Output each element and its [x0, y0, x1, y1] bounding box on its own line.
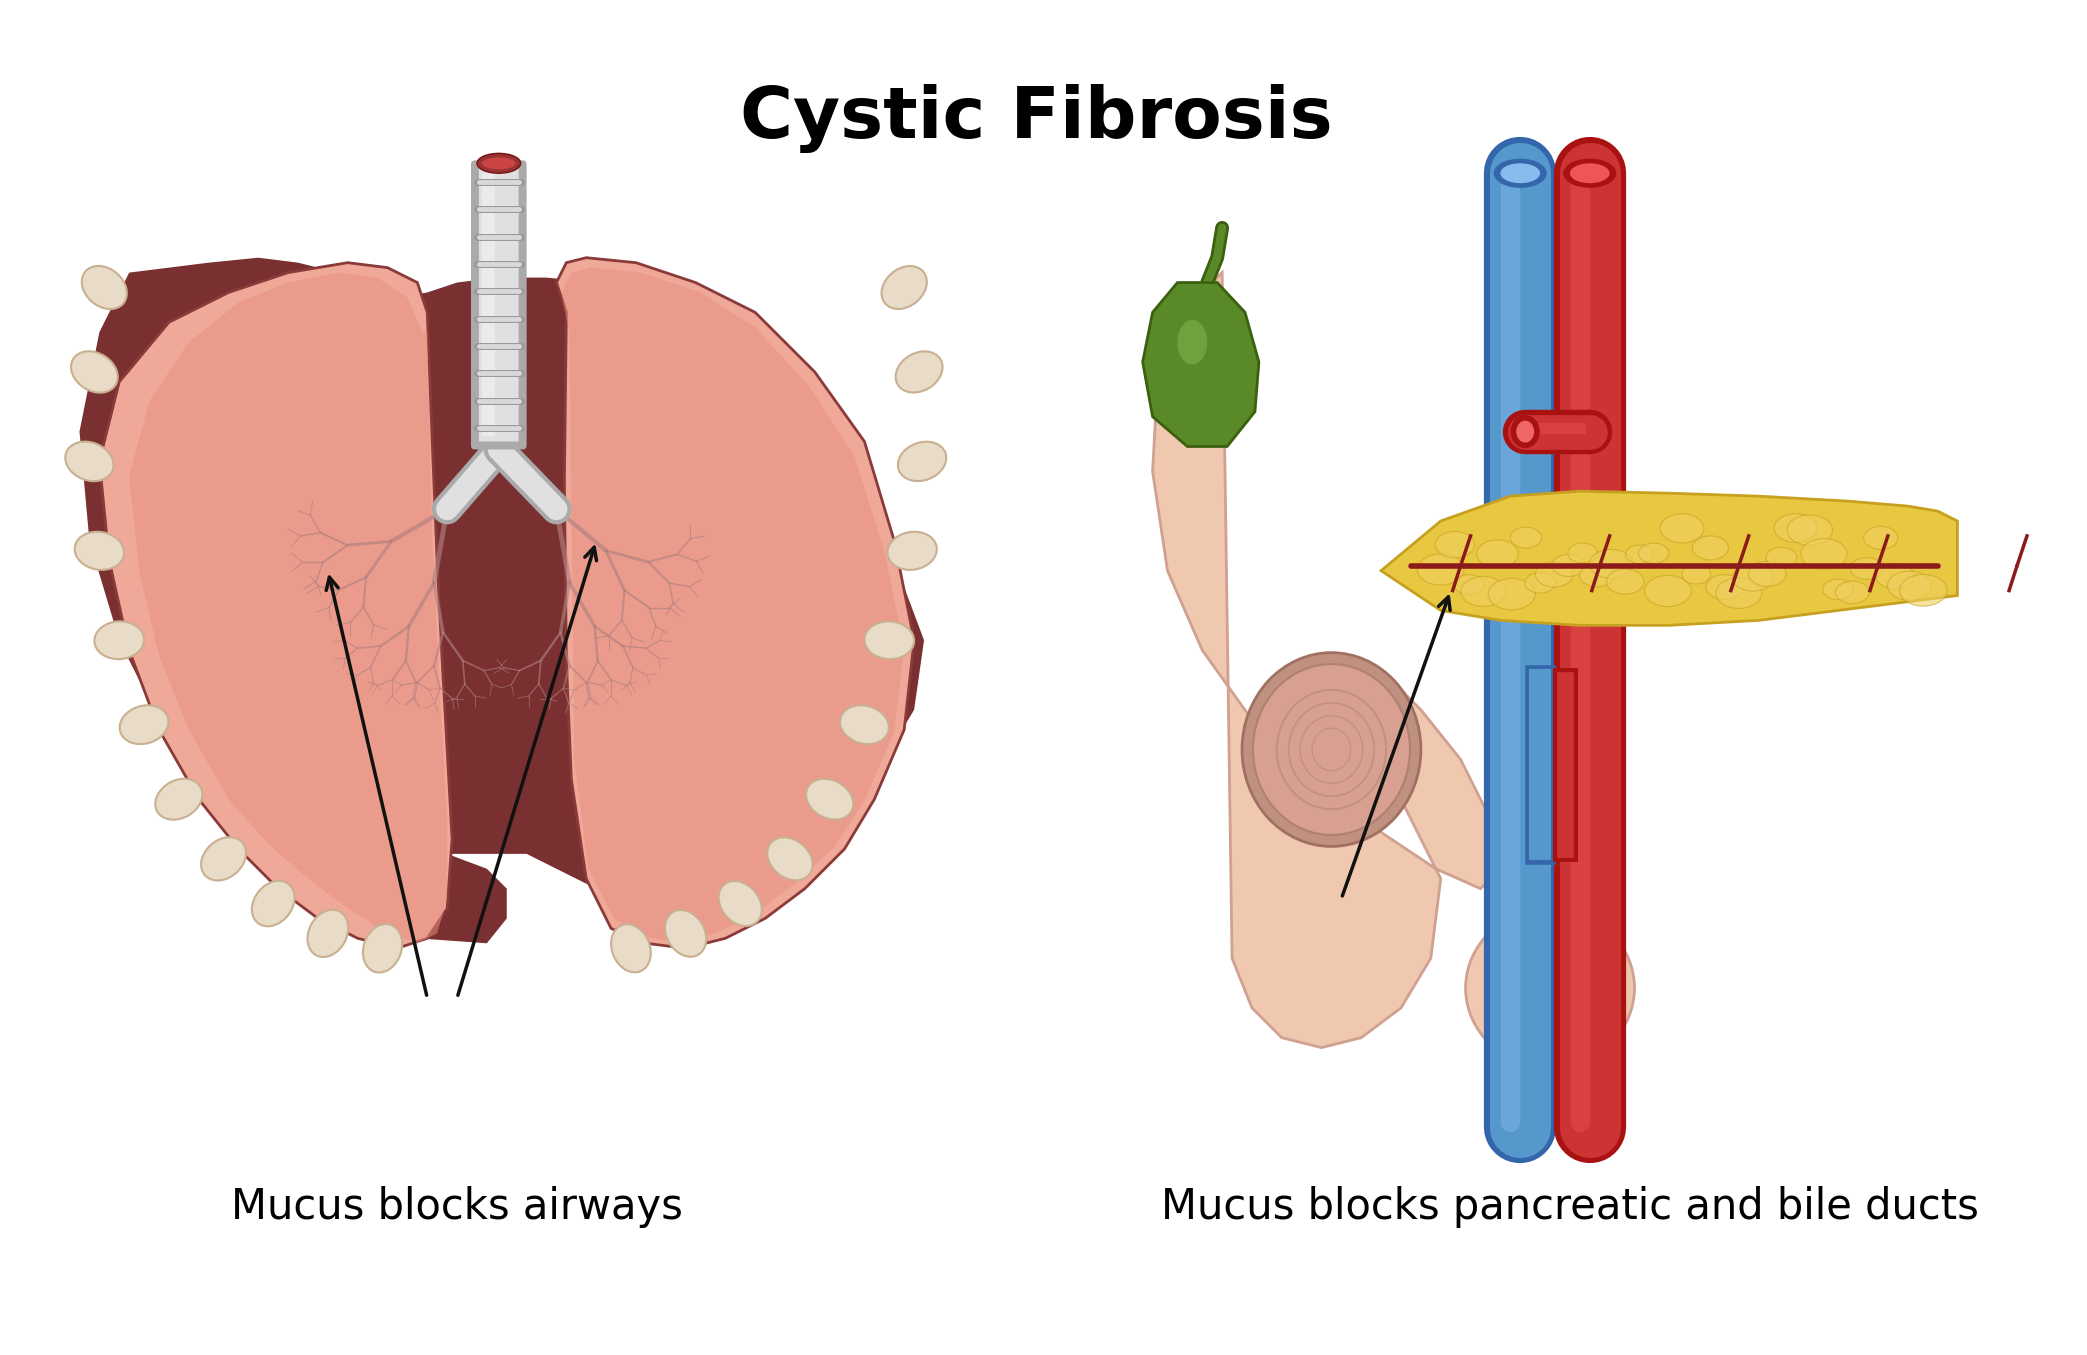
- Ellipse shape: [1590, 549, 1632, 579]
- Text: Mucus blocks pancreatic and bile ducts: Mucus blocks pancreatic and bile ducts: [1160, 1186, 1978, 1228]
- Ellipse shape: [1465, 908, 1634, 1068]
- Ellipse shape: [1786, 515, 1832, 545]
- Ellipse shape: [81, 266, 127, 309]
- Ellipse shape: [1252, 664, 1411, 835]
- Ellipse shape: [1837, 581, 1870, 603]
- Ellipse shape: [119, 705, 169, 744]
- Ellipse shape: [94, 622, 144, 659]
- Text: Cystic Fibrosis: Cystic Fibrosis: [741, 84, 1334, 153]
- Ellipse shape: [478, 153, 520, 173]
- Ellipse shape: [1626, 545, 1653, 564]
- Ellipse shape: [1511, 527, 1542, 547]
- Polygon shape: [129, 272, 447, 943]
- Ellipse shape: [363, 924, 403, 973]
- Ellipse shape: [666, 911, 705, 957]
- Polygon shape: [1382, 492, 1958, 626]
- Ellipse shape: [1659, 514, 1703, 543]
- Ellipse shape: [200, 837, 246, 881]
- Ellipse shape: [887, 531, 937, 570]
- Text: Mucus blocks airways: Mucus blocks airways: [232, 1186, 682, 1228]
- Ellipse shape: [1682, 565, 1711, 584]
- Ellipse shape: [1864, 527, 1897, 549]
- Ellipse shape: [1705, 575, 1743, 599]
- Ellipse shape: [1461, 576, 1507, 607]
- Ellipse shape: [482, 157, 515, 169]
- Ellipse shape: [864, 622, 914, 659]
- Ellipse shape: [839, 706, 889, 744]
- Ellipse shape: [1436, 531, 1476, 558]
- Ellipse shape: [1517, 420, 1534, 443]
- Ellipse shape: [253, 881, 294, 927]
- Ellipse shape: [1536, 562, 1574, 587]
- FancyBboxPatch shape: [472, 160, 526, 450]
- Ellipse shape: [75, 531, 123, 570]
- Ellipse shape: [1876, 564, 1914, 588]
- Ellipse shape: [897, 442, 945, 481]
- Ellipse shape: [1801, 538, 1847, 569]
- Ellipse shape: [1693, 537, 1728, 560]
- Ellipse shape: [1645, 576, 1690, 607]
- Ellipse shape: [1177, 320, 1206, 364]
- Ellipse shape: [1553, 554, 1584, 576]
- Polygon shape: [561, 268, 904, 943]
- Ellipse shape: [881, 266, 927, 309]
- Polygon shape: [79, 257, 925, 943]
- Ellipse shape: [1607, 569, 1645, 593]
- Ellipse shape: [1526, 573, 1555, 593]
- Ellipse shape: [1732, 564, 1774, 591]
- Ellipse shape: [1580, 564, 1613, 587]
- Ellipse shape: [1494, 160, 1546, 187]
- Ellipse shape: [1563, 160, 1615, 187]
- Ellipse shape: [895, 351, 943, 393]
- Ellipse shape: [1774, 514, 1818, 542]
- Ellipse shape: [307, 909, 349, 957]
- Polygon shape: [1152, 272, 1501, 1047]
- Ellipse shape: [1716, 577, 1761, 608]
- Ellipse shape: [1822, 579, 1853, 600]
- Ellipse shape: [154, 779, 202, 820]
- FancyBboxPatch shape: [482, 173, 495, 436]
- Ellipse shape: [1488, 579, 1536, 610]
- Ellipse shape: [1242, 653, 1421, 847]
- Ellipse shape: [1638, 543, 1670, 564]
- Ellipse shape: [1899, 575, 1947, 606]
- Ellipse shape: [1569, 164, 1609, 183]
- Ellipse shape: [611, 924, 651, 973]
- Polygon shape: [557, 257, 914, 948]
- Ellipse shape: [806, 779, 854, 820]
- Polygon shape: [1144, 283, 1258, 447]
- Ellipse shape: [1478, 539, 1519, 568]
- Ellipse shape: [1749, 561, 1786, 587]
- Ellipse shape: [718, 881, 762, 925]
- FancyBboxPatch shape: [478, 168, 520, 442]
- Ellipse shape: [71, 351, 117, 393]
- Ellipse shape: [1887, 572, 1930, 600]
- Ellipse shape: [1851, 558, 1882, 580]
- Ellipse shape: [65, 442, 113, 481]
- Ellipse shape: [1511, 416, 1538, 447]
- Polygon shape: [100, 263, 453, 948]
- Ellipse shape: [768, 837, 812, 881]
- Ellipse shape: [1567, 543, 1597, 562]
- Ellipse shape: [1417, 554, 1465, 585]
- Ellipse shape: [1501, 164, 1540, 183]
- Ellipse shape: [1766, 547, 1797, 568]
- Ellipse shape: [1455, 575, 1484, 595]
